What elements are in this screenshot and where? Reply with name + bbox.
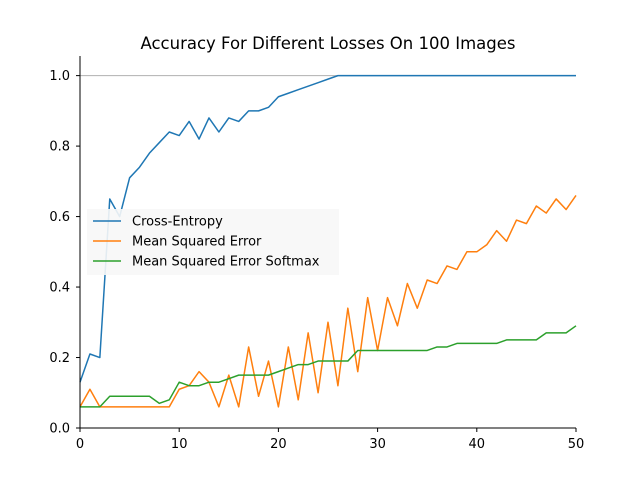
y-tick-label: 0.4 — [49, 281, 70, 296]
legend-label-2: Mean Squared Error Softmax — [132, 255, 320, 270]
y-tick-label: 0.8 — [49, 140, 70, 155]
x-tick-label: 10 — [171, 437, 188, 452]
y-tick-label: 0.0 — [49, 422, 70, 437]
x-tick-label: 20 — [270, 437, 287, 452]
y-tick-label: 0.2 — [49, 351, 70, 366]
series-layer — [79, 74, 577, 408]
chart-title: Accuracy For Different Losses On 100 Ima… — [140, 34, 515, 53]
x-tick-label: 40 — [469, 437, 486, 452]
x-tick-label: 50 — [568, 437, 585, 452]
legend-label-1: Mean Squared Error — [132, 235, 262, 250]
y-tick-label: 0.6 — [49, 210, 70, 225]
axes-layer: 0 10 20 30 40 50 0.0 0.2 0.4 0.6 0.8 1.0 — [49, 56, 584, 452]
legend-label-0: Cross-Entropy — [132, 215, 223, 230]
series-line-2 — [80, 325, 577, 408]
x-tick-label: 30 — [369, 437, 386, 452]
x-tick-label: 0 — [76, 437, 84, 452]
series-line-1 — [79, 194, 577, 408]
y-tick-label: 1.0 — [49, 69, 70, 84]
series-line-0 — [79, 74, 576, 383]
legend: Cross-Entropy Mean Squared Error Mean Squa… — [87, 209, 339, 275]
legend-box — [87, 209, 339, 275]
